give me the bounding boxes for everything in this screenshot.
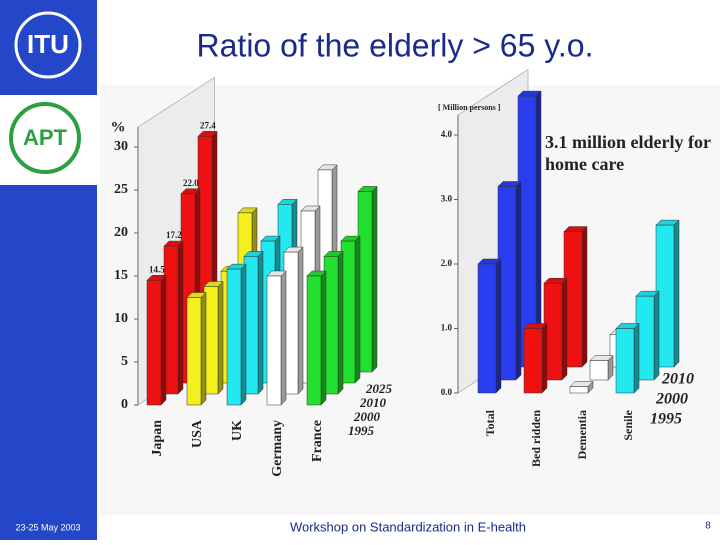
slide-title: Ratio of the elderly > 65 y.o. (197, 27, 594, 63)
bar-side (633, 322, 640, 394)
sidebar (0, 0, 97, 540)
bar-side (177, 240, 184, 395)
date: 23-25 May 2003 (15, 522, 80, 532)
footer: Workshop on Standardization in E-health (290, 519, 526, 534)
y-tick-label: 20 (114, 225, 128, 240)
bar (146, 280, 162, 406)
y-axis-label: [ Million persons ] (438, 103, 501, 112)
y-tick-label: 2.0 (441, 258, 453, 268)
series-label: Total (483, 409, 497, 436)
y-tick-label: 15 (114, 268, 128, 283)
itu-logo-ring (14, 11, 82, 79)
apt-logo: APT (23, 125, 68, 150)
y-tick-label: 10 (114, 311, 128, 326)
value-label: 27.4 (200, 120, 216, 130)
bar-side (320, 270, 327, 406)
series-label: Senile (621, 409, 635, 440)
y-tick-label: 1.0 (441, 323, 453, 333)
y-tick-label: 0.0 (441, 387, 453, 397)
bar-side (515, 180, 522, 381)
annotation: 3.1 million elderly for home care (545, 132, 711, 174)
value-label: 14.5 (149, 264, 165, 274)
series-label: France (310, 420, 325, 462)
series-label: Japan (150, 420, 165, 457)
bar (523, 328, 543, 394)
bar (615, 328, 635, 394)
series-label: Dementia (575, 410, 589, 459)
series-label: USA (190, 419, 205, 448)
depth-label: 2025 (365, 381, 393, 396)
value-label: 22.0 (183, 178, 199, 188)
bar-side (561, 277, 568, 381)
bar (226, 268, 242, 406)
bar-side (240, 263, 247, 406)
apt-logo-ring (9, 102, 81, 174)
bar-side (371, 185, 378, 373)
series-label: Bed ridden (529, 410, 543, 467)
series-label: Germany (270, 420, 285, 477)
bar-side (160, 274, 167, 406)
page-number: 8 (705, 521, 711, 532)
depth-label: 2000 (353, 409, 381, 424)
bar (186, 297, 202, 406)
depth-label: 2000 (655, 391, 688, 408)
depth-label: 2010 (359, 395, 387, 410)
y-axis-label: % (111, 119, 126, 135)
bar-side (581, 225, 588, 368)
bar-side (495, 258, 502, 394)
series-label: UK (230, 420, 245, 441)
bar-side (217, 280, 224, 395)
bar-side (257, 250, 264, 395)
y-tick-label: 0 (121, 397, 128, 412)
depth-label: 1995 (650, 411, 682, 428)
bar-side (297, 246, 304, 395)
y-tick-label: 5 (121, 354, 128, 369)
y-tick-label: 3.0 (441, 194, 453, 204)
bar (477, 263, 497, 394)
bar (589, 360, 609, 381)
bar-side (200, 291, 207, 406)
y-tick-label: 25 (114, 182, 128, 197)
value-label: 17.2 (166, 230, 182, 240)
bar (266, 275, 282, 406)
bar-side (673, 219, 680, 368)
bar-side (653, 290, 660, 381)
depth-label: 2010 (661, 371, 694, 388)
bar-side (280, 270, 287, 406)
y-tick-label: 30 (114, 139, 128, 154)
depth-label: 1995 (348, 423, 375, 438)
itu-logo: ITU (27, 29, 69, 59)
y-tick-label: 4.0 (441, 129, 453, 139)
bar (569, 386, 589, 394)
bar-side (337, 250, 344, 395)
bar-side (541, 322, 548, 394)
bar (306, 275, 322, 406)
bar-side (354, 235, 361, 384)
